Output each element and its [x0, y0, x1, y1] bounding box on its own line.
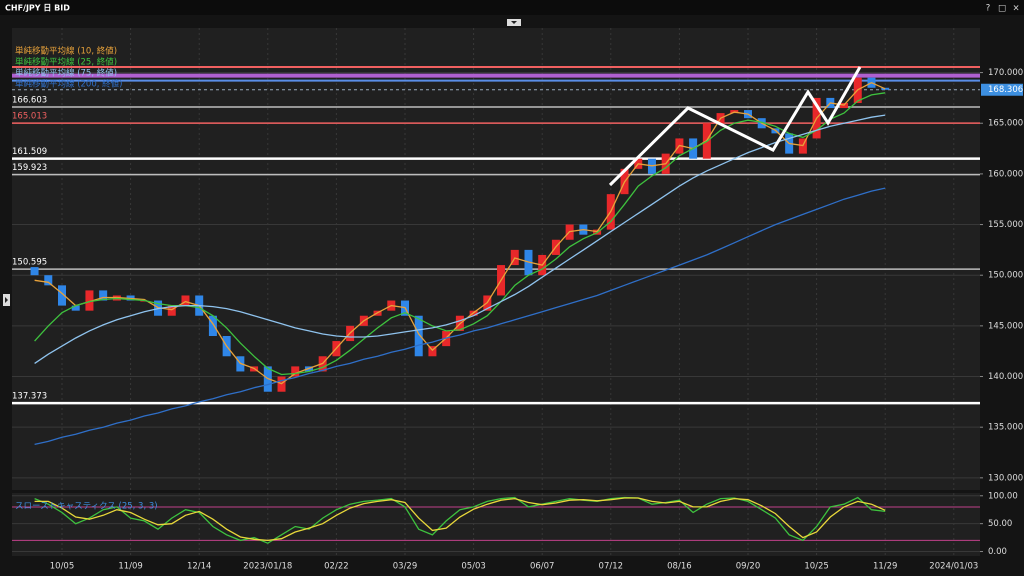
- main-plot: [12, 28, 980, 490]
- level-label: 150.595: [12, 258, 47, 268]
- candle: [208, 315, 217, 336]
- level-label: 161.509: [12, 147, 47, 157]
- candle: [291, 366, 300, 377]
- y-tick-label: 140.000: [988, 372, 1023, 382]
- chart-layer: 130.000 135.000 140.000 145.000 150.000 155.0…: [12, 28, 1023, 572]
- series-line: [34, 497, 886, 542]
- candle: [414, 315, 423, 357]
- candle: [181, 295, 190, 306]
- x-tick-label: 2024/01/03: [929, 562, 978, 572]
- y-tick-label: 100.00: [988, 491, 1018, 501]
- candle: [85, 290, 94, 311]
- window-title: CHF/JPY 日 BID: [5, 4, 70, 13]
- level-label: 166.603: [12, 95, 47, 105]
- series-line: [34, 187, 886, 446]
- close-button[interactable]: ×: [1012, 4, 1019, 14]
- x-tick-label: 05/03: [461, 562, 486, 572]
- x-tick-label: 11/29: [873, 562, 898, 572]
- candle: [58, 285, 66, 306]
- legend-entry: 単純移動平均線 (25, 終値): [15, 57, 117, 68]
- price-label: 168.306: [988, 85, 1023, 95]
- x-tick-label: 10/25: [804, 562, 829, 572]
- zigzag-annotation: [608, 66, 862, 187]
- y-tick-label: 150.000: [988, 271, 1023, 281]
- x-tick-label: 2023/01/18: [243, 562, 292, 572]
- series-line: [34, 496, 886, 544]
- level-label: 159.923: [12, 163, 47, 173]
- help-button[interactable]: ?: [986, 4, 991, 14]
- y-tick-label: 145.000: [988, 321, 1023, 331]
- y-tick-label: 155.000: [988, 220, 1023, 230]
- series-line: [34, 81, 886, 385]
- x-tick-label: 12/14: [187, 562, 212, 572]
- y-tick-label: 135.000: [988, 423, 1023, 433]
- level-label: 165.013: [12, 112, 47, 122]
- candle: [44, 275, 53, 286]
- x-tick-label: 03/29: [393, 562, 418, 572]
- candle: [167, 305, 176, 316]
- y-tick-label: 160.000: [988, 169, 1023, 179]
- y-tick-label: 170.000: [988, 68, 1023, 78]
- legend-entry: 単純移動平均線 (200, 終値): [15, 79, 122, 90]
- x-tick-label: 07/12: [599, 562, 624, 572]
- legend-entry: 単純移動平均線 (75, 終値): [15, 68, 117, 79]
- title-bar: [0, 0, 1024, 15]
- candle: [30, 267, 39, 276]
- y-tick-label: 0.00: [988, 547, 1007, 557]
- y-tick-label: 50.00: [988, 519, 1012, 529]
- series-line: [34, 92, 886, 376]
- candle: [71, 305, 80, 311]
- x-tick-label: 08/16: [667, 562, 692, 572]
- collapse-icon: [511, 21, 517, 24]
- level-label: 137.373: [12, 392, 47, 402]
- legend-entry: 単純移動平均線 (10, 終値): [15, 46, 117, 57]
- x-tick-label: 09/20: [736, 562, 761, 572]
- series-line: [34, 114, 886, 364]
- x-tick-label: 06/07: [530, 562, 555, 572]
- stoch-title: スローストキャスティクス (25, 3, 3): [15, 502, 158, 512]
- y-tick-label: 130.000: [988, 473, 1023, 483]
- price-box: [981, 83, 1023, 96]
- y-tick-label: 165.000: [988, 119, 1023, 129]
- candle: [428, 346, 437, 357]
- x-tick-label: 02/22: [324, 562, 349, 572]
- x-tick-label: 11/09: [118, 562, 143, 572]
- restore-button[interactable]: □: [998, 4, 1006, 14]
- candle: [99, 290, 108, 301]
- x-tick-label: 10/05: [50, 562, 75, 572]
- expand-icon: [5, 297, 8, 303]
